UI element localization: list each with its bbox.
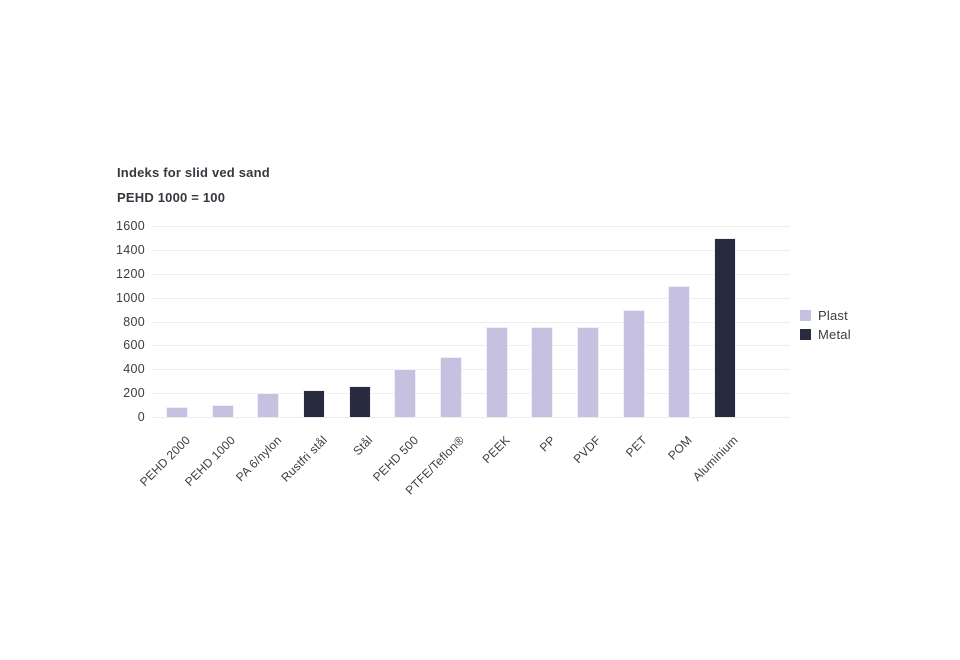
- y-tick-label: 200: [123, 386, 145, 401]
- bar-st-l: [348, 385, 371, 417]
- legend-label: Plast: [818, 308, 848, 323]
- x-label-pet: PET: [622, 433, 650, 460]
- y-tick-label: 1600: [115, 219, 145, 233]
- y-tick-label: 800: [123, 314, 145, 329]
- x-label-peek: PEEK: [479, 433, 513, 467]
- x-label-pom: POM: [665, 433, 696, 463]
- x-label-rustfri-st-l: Rustfri stål: [278, 433, 330, 485]
- gridline-1200: [152, 273, 790, 275]
- bar-pehd-500: [394, 369, 417, 417]
- x-label-pvdf: PVDF: [570, 433, 604, 467]
- gridline-800: [152, 321, 790, 323]
- gridline-1400: [152, 249, 790, 251]
- gridline-1600: [152, 226, 790, 227]
- legend-swatch-metal: [800, 329, 811, 340]
- y-tick-label: 0: [137, 410, 145, 424]
- gridline-1000: [152, 297, 790, 299]
- legend-item-plast[interactable]: Plast: [800, 306, 851, 325]
- chart-subtitle: PEHD 1000 = 100: [117, 190, 226, 205]
- x-label-aluminium: Aluminium: [689, 433, 741, 484]
- plot-area: [152, 226, 790, 418]
- bar-pom: [668, 285, 691, 417]
- gridline-600: [152, 345, 790, 347]
- bar-pet: [622, 309, 645, 417]
- gridline-400: [152, 369, 790, 371]
- bar-pp: [531, 327, 554, 417]
- x-label-pa-6-nylon: PA 6/nylon: [232, 433, 285, 485]
- bar-pvdf: [576, 327, 599, 417]
- x-label-pp: PP: [536, 433, 559, 455]
- bar-ptfe-teflon-: [439, 357, 462, 417]
- y-axis-tick-labels: 0 200 400 600 800 1000 1200 1400 1600: [100, 219, 145, 424]
- gridline-200: [152, 393, 790, 395]
- chart-title: Indeks for slid ved sand: [117, 165, 270, 180]
- bar-pehd-1000: [211, 405, 234, 417]
- x-label-st-l: Stål: [350, 433, 376, 459]
- legend-swatch-plast: [800, 310, 811, 321]
- bar-pehd-2000: [166, 407, 188, 417]
- bar-aluminium: [713, 237, 736, 417]
- legend-item-metal[interactable]: Metal: [800, 325, 851, 344]
- y-tick-label: 400: [123, 362, 145, 377]
- gridline-0: [152, 417, 790, 418]
- y-tick-label: 600: [123, 338, 145, 353]
- legend-label: Metal: [818, 327, 851, 342]
- bar-pa-6-nylon: [257, 393, 280, 417]
- y-tick-label: 1000: [115, 290, 145, 305]
- y-tick-label: 1200: [115, 266, 145, 281]
- chart-legend: Plast Metal: [800, 306, 851, 344]
- bar-rustfri-st-l: [302, 389, 325, 417]
- bar-peek: [485, 327, 508, 417]
- x-axis-category-labels: PEHD 2000 PEHD 1000 PA 6/nylon Rustfri stål…: [0, 427, 960, 507]
- y-tick-label: 1400: [115, 242, 145, 257]
